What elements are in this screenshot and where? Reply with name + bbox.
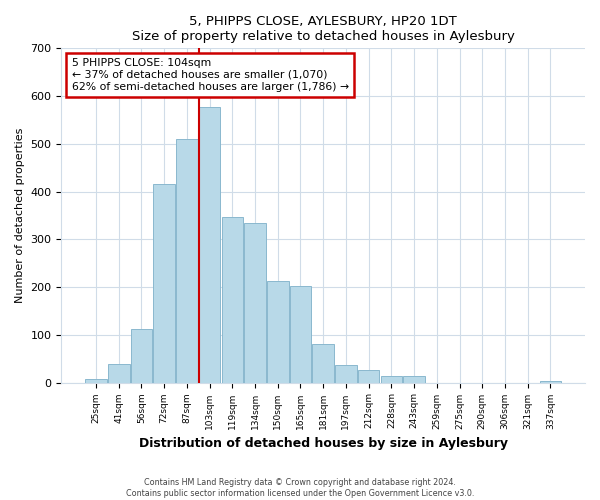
Bar xyxy=(380,376,402,382)
Bar xyxy=(335,365,357,382)
X-axis label: Distribution of detached houses by size in Aylesbury: Distribution of detached houses by size … xyxy=(139,437,508,450)
Bar xyxy=(199,106,220,382)
Bar xyxy=(154,184,175,382)
Bar xyxy=(221,217,243,382)
Bar xyxy=(85,378,107,382)
Bar xyxy=(358,370,379,382)
Text: Contains HM Land Registry data © Crown copyright and database right 2024.
Contai: Contains HM Land Registry data © Crown c… xyxy=(126,478,474,498)
Bar xyxy=(267,282,289,382)
Y-axis label: Number of detached properties: Number of detached properties xyxy=(15,128,25,303)
Text: 5 PHIPPS CLOSE: 104sqm
← 37% of detached houses are smaller (1,070)
62% of semi-: 5 PHIPPS CLOSE: 104sqm ← 37% of detached… xyxy=(72,58,349,92)
Bar xyxy=(313,344,334,383)
Bar xyxy=(290,286,311,382)
Bar xyxy=(539,381,561,382)
Bar xyxy=(108,364,130,382)
Bar xyxy=(403,376,425,382)
Bar xyxy=(176,139,197,382)
Bar xyxy=(131,329,152,382)
Title: 5, PHIPPS CLOSE, AYLESBURY, HP20 1DT
Size of property relative to detached house: 5, PHIPPS CLOSE, AYLESBURY, HP20 1DT Siz… xyxy=(132,15,515,43)
Bar xyxy=(244,222,266,382)
